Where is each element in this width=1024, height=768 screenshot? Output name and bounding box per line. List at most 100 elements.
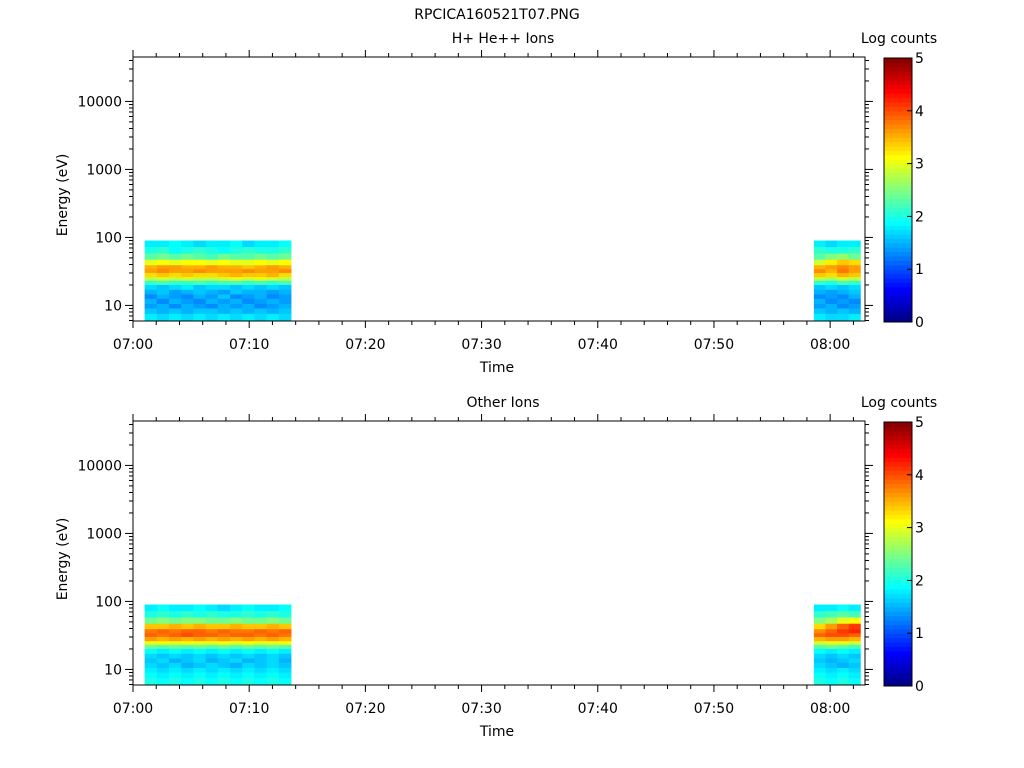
heatmap-cell (205, 653, 219, 659)
x-axis-label: Time (479, 724, 514, 740)
heatmap-cell (825, 617, 838, 625)
heatmap-cell (205, 623, 219, 630)
heatmap-cell (242, 604, 255, 612)
heatmap-cell (193, 277, 207, 282)
heatmap-cell (278, 662, 292, 669)
heatmap-cell (230, 662, 243, 669)
heatmap-cell (230, 644, 243, 650)
heatmap-cell (278, 308, 292, 315)
heatmap-cell (181, 611, 194, 618)
colorbar-swatch (884, 62, 912, 68)
heatmap-cell (848, 289, 861, 295)
heatmap-cell (266, 247, 280, 254)
heatmap-cell (169, 653, 182, 659)
heatmap-cell (254, 633, 268, 638)
heatmap-cell (242, 636, 255, 642)
heatmap-cell (144, 289, 158, 295)
heatmap-cell (278, 667, 292, 673)
heatmap-cell (837, 662, 850, 669)
heatmap-cell (242, 648, 255, 655)
heatmap-cell (181, 280, 194, 286)
heatmap-cell (156, 269, 170, 274)
heatmap-cell (242, 247, 255, 254)
heatmap-cell (230, 641, 243, 646)
heatmap-cell (181, 272, 194, 278)
heatmap-cell (837, 623, 850, 630)
heatmap-cell (813, 253, 826, 261)
heatmap-cell (169, 289, 182, 295)
heatmap-cell (278, 313, 292, 322)
heatmap-cell (254, 653, 268, 659)
heatmap-cell (181, 644, 194, 650)
heatmap-cell (825, 247, 838, 254)
heatmap-cell (181, 629, 194, 634)
heatmap-cell (848, 604, 861, 612)
colorbar-swatch (884, 247, 912, 253)
heatmap-cell (825, 280, 838, 286)
heatmap-cell (242, 280, 255, 286)
heatmap-cell (181, 298, 194, 305)
heatmap-cell (144, 641, 158, 646)
heatmap-cell (278, 253, 292, 261)
heatmap-cell (217, 240, 231, 248)
heatmap-cell (266, 604, 280, 612)
heatmap-cell (144, 240, 158, 248)
heatmap-cell (156, 617, 170, 625)
x-tick-label: 07:10 (229, 337, 269, 353)
heatmap-cell (169, 623, 182, 630)
heatmap-cell (193, 672, 207, 679)
heatmap-cell (181, 240, 194, 248)
heatmap-cell (193, 633, 207, 638)
heatmap-cell (837, 269, 850, 274)
colorbar-frame (883, 421, 913, 687)
heatmap-cell (242, 667, 255, 673)
heatmap-cell (181, 265, 194, 270)
heatmap-cell (254, 284, 268, 291)
colorbar-swatch (884, 168, 912, 173)
colorbar-swatch (884, 207, 912, 213)
colorbar-swatch (884, 229, 912, 235)
heatmap-cell (169, 280, 182, 286)
heatmap-cell (193, 265, 207, 270)
heatmap-cell (813, 672, 826, 679)
heatmap-cell (205, 280, 219, 286)
heatmap-cell (193, 289, 207, 295)
heatmap-cell (848, 269, 861, 274)
heatmap-cell (156, 253, 170, 261)
heatmap-cell (230, 294, 243, 300)
heatmap-cell (230, 658, 243, 664)
heatmap-cell (217, 672, 231, 679)
heatmap-cell (278, 277, 292, 282)
heatmap-cell (266, 677, 280, 686)
colorbar-swatch (884, 435, 912, 441)
heatmap-cell (242, 298, 255, 305)
heatmap-cell (242, 277, 255, 282)
heatmap-cell (837, 604, 850, 612)
heatmap-cell (217, 289, 231, 295)
heatmap-cell (156, 641, 170, 646)
heatmap-cell (193, 662, 207, 669)
heatmap-cell (266, 617, 280, 625)
colorbar-swatch (884, 181, 912, 187)
heatmap-cell (242, 269, 255, 274)
heatmap-cell (266, 611, 280, 618)
heatmap-cell (278, 259, 292, 266)
heatmap-cell (181, 648, 194, 655)
colorbar-swatch (884, 124, 912, 129)
heatmap-cell (254, 240, 268, 248)
colorbar-swatch (884, 571, 912, 577)
heatmap-cell (242, 658, 255, 664)
heatmap-cell (278, 636, 292, 642)
heatmap-cell (181, 269, 194, 274)
heatmap-cell (156, 284, 170, 291)
heatmap-cell (813, 277, 826, 282)
spectrogram-block (144, 604, 292, 686)
heatmap-cell (837, 298, 850, 305)
heatmap-cell (242, 672, 255, 679)
heatmap-cell (169, 644, 182, 650)
colorbar-swatch (884, 510, 912, 515)
colorbar-swatch (884, 110, 912, 116)
heatmap-cell (254, 658, 268, 664)
heatmap-cell (144, 259, 158, 266)
heatmap-cell (254, 298, 268, 305)
